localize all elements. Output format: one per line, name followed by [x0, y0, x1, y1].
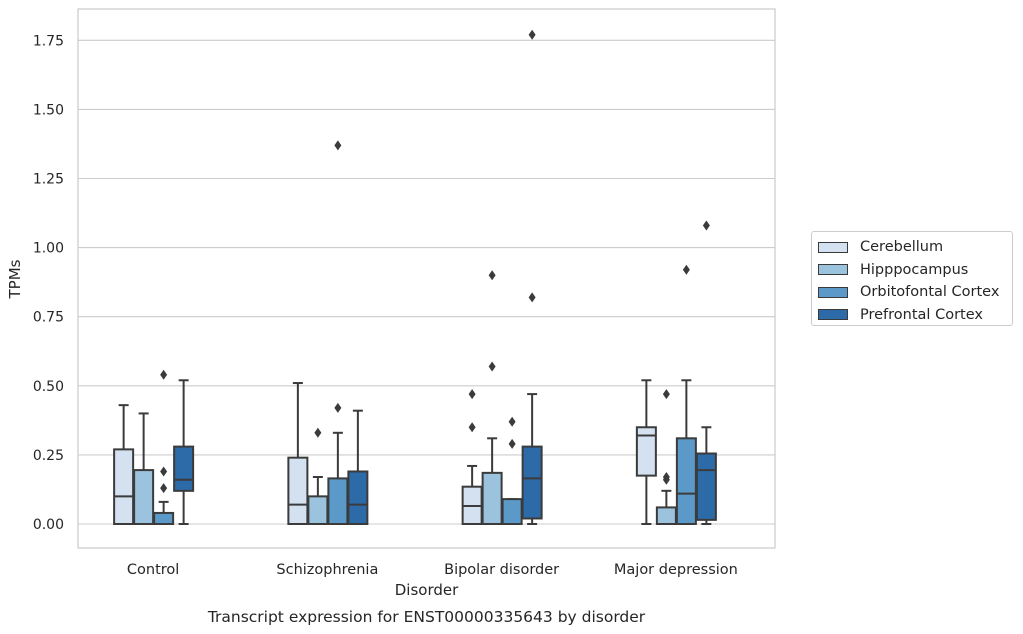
box-cerebellum: [635, 379, 657, 525]
box-series: [113, 29, 717, 526]
box-prefrontal-cortex: [521, 29, 543, 525]
outlier-point: [488, 270, 496, 281]
box-iqr: [307, 495, 329, 525]
legend-swatch: [818, 309, 848, 321]
gridlines: [78, 39, 775, 525]
outlier-point: [682, 264, 690, 275]
outlier-point: [468, 422, 476, 433]
box-prefrontal-cortex: [347, 409, 369, 526]
box-iqr: [655, 506, 677, 525]
outlier-point: [508, 438, 516, 449]
plot-area-frame: [77, 8, 776, 549]
box-iqr: [481, 471, 503, 525]
legend-swatch: [818, 241, 848, 253]
outlier-point: [334, 402, 342, 413]
y-axis-label: TPMs: [6, 259, 24, 299]
y-tick-label: 0.50: [33, 379, 64, 395]
box-iqr: [675, 437, 697, 526]
chart-title: Transcript expression for ENST0000033564…: [207, 608, 646, 626]
box-iqr: [113, 448, 135, 526]
box-hipppocampus: [307, 427, 329, 525]
y-tick-label: 0.75: [33, 310, 64, 326]
outlier-point: [508, 416, 516, 427]
legend-swatch: [818, 286, 848, 298]
y-tick-labels: 0.00 0.25 0.50 0.75 1.00 1.25 1.50 1.75: [33, 33, 64, 533]
box-hipppocampus: [655, 389, 677, 525]
x-tick-label: Control: [127, 562, 179, 578]
box-iqr: [327, 477, 349, 526]
outlier-point: [334, 140, 342, 151]
outlier-point: [662, 389, 670, 400]
outlier-point: [468, 389, 476, 400]
x-tick-label: Schizophrenia: [276, 562, 378, 578]
outlier-point: [702, 220, 710, 231]
box-orbitofontal-cortex: [153, 369, 175, 525]
x-tick-labels: Control Schizophrenia Bipolar disorder Majo…: [127, 562, 738, 578]
legend-swatch: [818, 264, 848, 276]
box-cerebellum: [113, 404, 135, 526]
box-prefrontal-cortex: [173, 379, 195, 525]
legend-item: Prefrontal Cortex: [818, 304, 1012, 327]
box-cerebellum: [287, 382, 309, 525]
box-orbitofontal-cortex: [501, 416, 523, 525]
box-iqr: [695, 452, 717, 521]
box-hipppocampus: [133, 412, 155, 525]
y-tick-label: 0.00: [33, 517, 64, 533]
legend-label: Prefrontal Cortex: [860, 306, 983, 323]
legend-label: Orbitofontal Cortex: [860, 284, 1000, 301]
box-iqr: [287, 456, 309, 525]
box-orbitofontal-cortex: [327, 140, 349, 526]
x-tick-label: Major depression: [614, 562, 738, 578]
box-cerebellum: [461, 389, 483, 526]
box-iqr: [347, 470, 369, 526]
box-iqr: [133, 469, 155, 525]
legend-label: Hipppocampus: [860, 261, 969, 278]
legend: Cerebellum Hipppocampus Orbitofontal Cor…: [811, 231, 1013, 326]
box-hipppocampus: [481, 270, 503, 525]
legend-label: Cerebellum: [860, 239, 944, 256]
legend-item: Cerebellum: [818, 236, 1012, 259]
y-tick-label: 1.50: [33, 102, 64, 118]
outlier-point: [528, 292, 536, 303]
y-tick-label: 1.00: [33, 241, 64, 257]
y-tick-label: 1.25: [33, 172, 64, 188]
x-tick-label: Bipolar disorder: [444, 562, 559, 578]
outlier-point: [160, 369, 168, 380]
box-iqr: [173, 445, 195, 492]
box-prefrontal-cortex: [695, 220, 717, 525]
outlier-point: [160, 466, 168, 477]
outlier-point: [488, 361, 496, 372]
outlier-point: [662, 472, 670, 483]
legend-item: Hipppocampus: [818, 259, 1012, 282]
y-tick-label: 1.75: [33, 33, 64, 49]
box-iqr: [501, 498, 523, 525]
box-iqr: [521, 445, 543, 520]
outlier-point: [160, 483, 168, 494]
outlier-point: [314, 427, 322, 438]
legend-item: Orbitofontal Cortex: [818, 281, 1012, 304]
y-tick-label: 0.25: [33, 448, 64, 464]
x-axis-label: Disorder: [395, 581, 459, 599]
box-iqr: [635, 426, 657, 477]
box-iqr: [153, 511, 175, 525]
outlier-point: [528, 29, 536, 40]
box-orbitofontal-cortex: [675, 264, 697, 526]
